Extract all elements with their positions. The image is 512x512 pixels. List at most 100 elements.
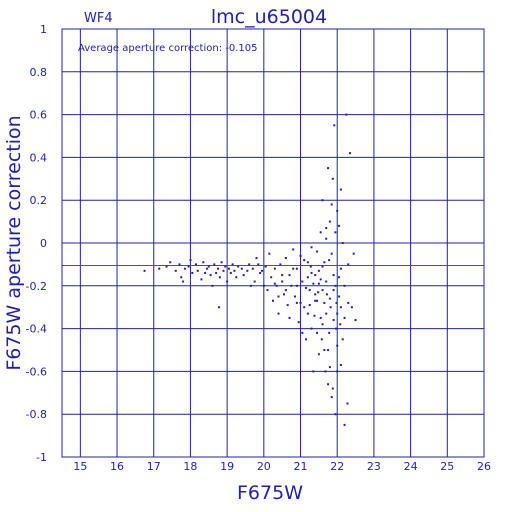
data-point: [316, 331, 319, 334]
data-point: [301, 331, 304, 334]
data-point: [350, 306, 353, 309]
data-point: [286, 304, 289, 307]
data-point: [189, 259, 192, 262]
data-point: [303, 259, 306, 262]
data-point: [310, 246, 313, 249]
data-point: [317, 353, 320, 356]
data-point: [246, 269, 249, 272]
data-point: [339, 323, 342, 326]
data-point: [306, 261, 309, 264]
data-point: [277, 312, 280, 315]
data-point: [259, 271, 262, 274]
data-point: [183, 267, 186, 270]
data-point: [328, 220, 331, 223]
data-point: [336, 344, 339, 347]
data-point: [305, 286, 308, 289]
data-point: [335, 327, 338, 330]
data-point: [319, 278, 322, 281]
data-point: [240, 267, 243, 270]
data-point: [338, 224, 341, 227]
chip-label: WF4: [84, 11, 113, 26]
data-point: [299, 301, 302, 304]
data-point: [338, 295, 341, 298]
data-point: [215, 271, 218, 274]
y-tick-label: -0.8: [26, 408, 47, 421]
data-point: [321, 199, 324, 202]
data-point: [211, 284, 214, 287]
data-point: [281, 280, 284, 283]
data-point: [331, 177, 334, 180]
data-point: [262, 284, 265, 287]
data-point: [253, 280, 256, 283]
data-point: [260, 269, 263, 272]
data-point: [306, 312, 309, 315]
data-point: [218, 276, 221, 279]
y-tick-label: -1: [36, 451, 47, 464]
data-point: [187, 265, 190, 268]
data-point: [334, 413, 337, 416]
data-point: [207, 265, 210, 268]
data-point: [330, 396, 333, 399]
data-point: [341, 338, 344, 341]
data-point: [194, 263, 197, 266]
data-point: [275, 284, 278, 287]
data-point: [323, 261, 326, 264]
data-point: [336, 312, 339, 315]
data-point: [327, 167, 330, 170]
x-tick-label: 18: [183, 460, 197, 473]
data-point: [319, 316, 322, 319]
data-point: [235, 276, 238, 279]
data-point: [255, 256, 258, 259]
data-point: [308, 289, 311, 292]
data-point: [325, 293, 328, 296]
data-point: [213, 263, 216, 266]
data-point: [328, 366, 331, 369]
data-point: [180, 276, 183, 279]
x-tick-label: 17: [147, 460, 161, 473]
data-point: [314, 299, 317, 302]
data-point: [330, 252, 333, 255]
data-point: [317, 269, 320, 272]
data-point: [224, 265, 227, 268]
data-point: [339, 306, 342, 309]
data-point: [314, 293, 317, 296]
data-point: [313, 314, 316, 317]
data-point: [301, 280, 304, 283]
data-point: [205, 267, 208, 270]
data-point: [320, 338, 323, 341]
data-point: [281, 274, 284, 277]
data-point: [334, 231, 337, 234]
x-tick-label: 26: [477, 460, 491, 473]
data-point: [218, 306, 221, 309]
data-point: [306, 276, 309, 279]
data-point: [345, 113, 348, 116]
data-point: [283, 293, 286, 296]
data-point: [303, 306, 306, 309]
data-point: [158, 267, 161, 270]
data-point: [295, 301, 298, 304]
plot-frame: [61, 28, 485, 458]
data-point: [336, 370, 339, 373]
data-point: [292, 248, 295, 251]
data-point: [332, 319, 335, 322]
data-point: [347, 301, 350, 304]
data-point: [273, 282, 276, 285]
data-point: [310, 327, 313, 330]
data-point: [354, 319, 357, 322]
data-point: [209, 274, 212, 277]
data-point: [316, 299, 319, 302]
chart-title: lmc_u65004: [211, 6, 327, 28]
data-point: [321, 289, 324, 292]
data-point: [310, 271, 313, 274]
y-tick-label: 0.2: [30, 194, 48, 207]
data-point: [231, 263, 234, 266]
grid-lines: [62, 28, 485, 458]
y-tick-label: 0.6: [30, 109, 48, 122]
data-point: [312, 370, 315, 373]
data-point: [324, 370, 327, 373]
data-point: [338, 276, 341, 279]
x-tick-labels: 15 16 17 18 19 20 21 22 23 24 25 26: [73, 460, 491, 473]
data-point: [288, 316, 291, 319]
data-point: [332, 274, 335, 277]
average-annotation: Average aperture correction: -0.105: [78, 43, 258, 54]
